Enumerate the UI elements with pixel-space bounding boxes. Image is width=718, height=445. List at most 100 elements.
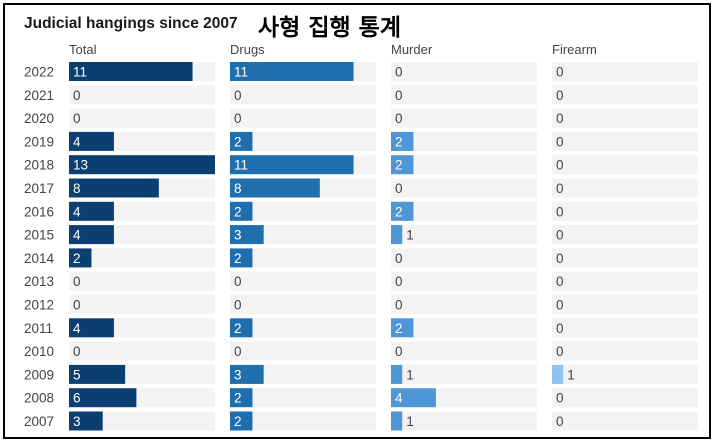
value-label-drugs-2012: 0 bbox=[234, 298, 242, 313]
year-label-2015: 2015 bbox=[24, 228, 54, 243]
bar-track bbox=[230, 364, 376, 384]
year-label-2018: 2018 bbox=[24, 158, 54, 173]
bar-total-2015 bbox=[69, 225, 114, 245]
value-label-murder-2011: 2 bbox=[395, 321, 403, 336]
bar-total-2018 bbox=[69, 155, 215, 175]
bar-drugs-2015 bbox=[230, 225, 264, 245]
panel-header-total: Total bbox=[69, 42, 97, 57]
value-label-firearm-2014: 0 bbox=[556, 251, 564, 266]
value-label-firearm-2016: 0 bbox=[556, 204, 564, 219]
bar-track bbox=[69, 295, 215, 314]
year-label-2012: 2012 bbox=[24, 298, 54, 313]
year-label-2011: 2011 bbox=[24, 321, 53, 336]
value-label-murder-2007: 1 bbox=[406, 414, 414, 429]
bar-track bbox=[391, 248, 537, 268]
value-label-firearm-2007: 0 bbox=[556, 414, 564, 429]
bar-track bbox=[391, 201, 537, 221]
value-label-drugs-2007: 2 bbox=[234, 414, 242, 429]
bar-firearm-2009 bbox=[552, 364, 564, 384]
value-label-murder-2018: 2 bbox=[395, 158, 403, 173]
value-label-total-2007: 3 bbox=[73, 414, 81, 429]
panel-header-murder: Murder bbox=[391, 42, 433, 57]
year-label-2019: 2019 bbox=[24, 134, 54, 149]
value-label-total-2012: 0 bbox=[73, 298, 81, 313]
value-label-total-2016: 4 bbox=[73, 204, 81, 219]
bar-track bbox=[230, 131, 376, 151]
bar-drugs-2018 bbox=[230, 155, 354, 175]
value-label-firearm-2017: 0 bbox=[556, 181, 564, 196]
bar-track bbox=[552, 364, 698, 384]
bar-total-2011 bbox=[69, 318, 114, 338]
bar-murder-2009 bbox=[391, 364, 403, 384]
bar-track bbox=[552, 318, 698, 338]
value-label-murder-2017: 0 bbox=[395, 181, 403, 196]
bar-track bbox=[230, 201, 376, 221]
bar-track bbox=[391, 108, 537, 128]
value-label-murder-2010: 0 bbox=[395, 344, 403, 359]
value-label-drugs-2008: 2 bbox=[234, 391, 242, 406]
year-label-2014: 2014 bbox=[24, 251, 55, 266]
value-label-total-2021: 0 bbox=[73, 88, 81, 103]
value-label-drugs-2021: 0 bbox=[234, 88, 242, 103]
bar-track bbox=[552, 271, 698, 291]
value-label-total-2011: 4 bbox=[73, 321, 81, 336]
value-label-total-2018: 13 bbox=[73, 158, 88, 173]
bar-track bbox=[391, 411, 537, 431]
value-label-drugs-2013: 0 bbox=[234, 274, 242, 289]
year-label-2013: 2013 bbox=[24, 274, 54, 289]
value-label-firearm-2011: 0 bbox=[556, 321, 564, 336]
value-label-total-2009: 5 bbox=[73, 367, 81, 382]
bar-murder-2015 bbox=[391, 225, 403, 245]
bar-track bbox=[552, 131, 698, 151]
bar-drugs-2016 bbox=[230, 201, 253, 221]
bar-track bbox=[391, 295, 537, 314]
bar-murder-2019 bbox=[391, 131, 414, 151]
value-label-total-2020: 0 bbox=[73, 111, 81, 126]
value-label-drugs-2017: 8 bbox=[234, 181, 242, 196]
bar-drugs-2019 bbox=[230, 131, 253, 151]
value-label-firearm-2009: 1 bbox=[567, 367, 575, 382]
bar-track bbox=[230, 318, 376, 338]
bar-track bbox=[230, 225, 376, 245]
value-label-total-2014: 2 bbox=[73, 251, 81, 266]
bar-track bbox=[230, 108, 376, 128]
bar-drugs-2017 bbox=[230, 178, 320, 198]
bar-murder-2011 bbox=[391, 318, 414, 338]
bar-track bbox=[391, 225, 537, 245]
chart-title-korean: 사형 집행 통계 bbox=[258, 15, 401, 41]
bar-murder-2007 bbox=[391, 411, 403, 431]
value-label-drugs-2020: 0 bbox=[234, 111, 242, 126]
value-label-murder-2013: 0 bbox=[395, 274, 403, 289]
year-label-2009: 2009 bbox=[24, 367, 54, 382]
bar-track bbox=[391, 318, 537, 338]
bar-track bbox=[391, 178, 537, 198]
bar-total-2022 bbox=[69, 62, 193, 81]
bar-drugs-2008 bbox=[230, 388, 253, 408]
bar-track bbox=[391, 341, 537, 361]
value-label-firearm-2020: 0 bbox=[556, 111, 564, 126]
value-label-murder-2019: 2 bbox=[395, 134, 403, 149]
value-label-firearm-2012: 0 bbox=[556, 298, 564, 313]
value-label-total-2013: 0 bbox=[73, 274, 81, 289]
bar-drugs-2011 bbox=[230, 318, 253, 338]
bar-track bbox=[552, 388, 698, 408]
bar-drugs-2009 bbox=[230, 364, 264, 384]
bar-murder-2016 bbox=[391, 201, 414, 221]
bar-total-2009 bbox=[69, 364, 126, 384]
bar-total-2017 bbox=[69, 178, 159, 198]
bar-track bbox=[391, 155, 537, 175]
bar-track bbox=[69, 341, 215, 361]
year-label-2010: 2010 bbox=[24, 344, 54, 359]
bar-total-2007 bbox=[69, 411, 103, 431]
bar-track bbox=[552, 178, 698, 198]
value-label-firearm-2018: 0 bbox=[556, 158, 564, 173]
bar-track bbox=[391, 62, 537, 81]
year-label-2017: 2017 bbox=[24, 181, 54, 196]
bar-track bbox=[552, 85, 698, 105]
value-label-murder-2022: 0 bbox=[395, 65, 403, 80]
value-label-firearm-2013: 0 bbox=[556, 274, 564, 289]
bar-track bbox=[230, 271, 376, 291]
bar-drugs-2014 bbox=[230, 248, 253, 268]
value-label-murder-2015: 1 bbox=[406, 228, 414, 243]
